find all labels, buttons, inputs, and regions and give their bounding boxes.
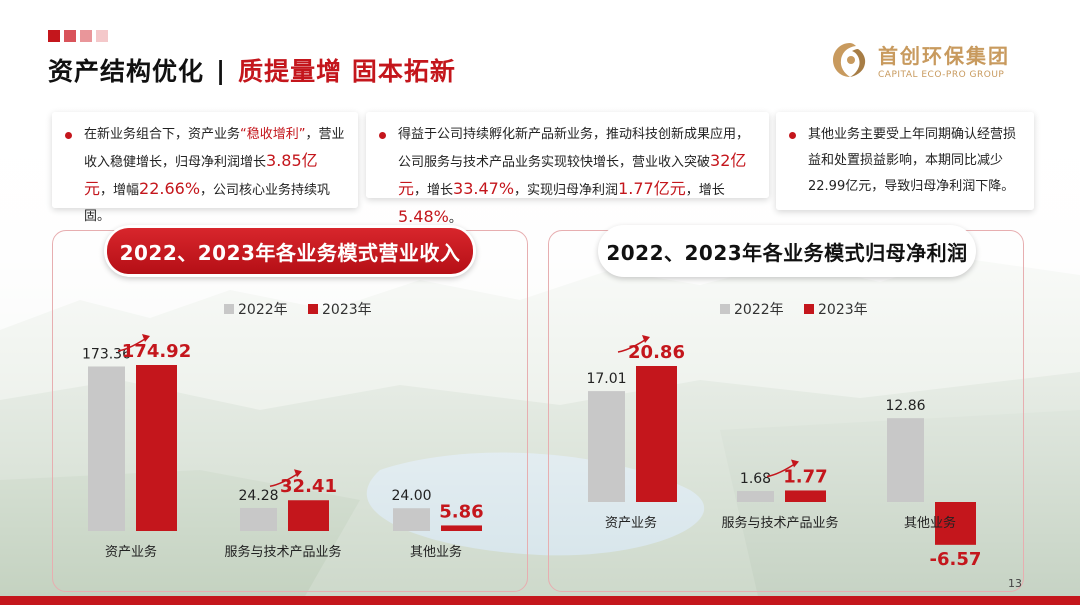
legend-label: 2023年: [322, 302, 372, 318]
bar-2022: [393, 508, 430, 531]
growth-arrow-head: [791, 459, 799, 468]
category-label: 资产业务: [105, 544, 157, 560]
note-segment: ，增幅: [100, 183, 140, 198]
bottom-accent-bar: [0, 596, 1080, 605]
note-segment: 32亿元: [398, 151, 747, 198]
revenue-chart-title: 2022、2023年各业务模式营业收入: [107, 228, 473, 274]
data-label: 24.00: [391, 488, 431, 504]
note-text: 其他业务主要受上年同期确认经营损益和处置损益影响，本期同比减少22.99亿元，导…: [808, 122, 1022, 200]
legend-label: 2023年: [818, 302, 868, 318]
data-label: 20.86: [628, 342, 685, 363]
deco-square: [48, 30, 60, 42]
note-segment: 3.85亿元: [84, 151, 318, 198]
note-segment: 33.47%: [453, 179, 515, 198]
logo-name-en: CAPITAL ECO-PRO GROUP: [878, 70, 1005, 80]
category-label: 服务与技术产品业务: [224, 544, 341, 560]
note-segment: “稳收增利”: [240, 127, 306, 142]
category-label: 其他业务: [410, 544, 462, 560]
data-label: -6.57: [930, 549, 982, 570]
bar-2022: [240, 507, 277, 531]
note-segment: 。: [448, 211, 462, 226]
legend-swatch: [224, 304, 234, 314]
bar-2022: [588, 391, 625, 502]
note-text: 在新业务组合下，资产业务“稳收增利”，营业收入稳健增长，归母净利润增长3.85亿…: [84, 122, 346, 230]
bullet-dot: [379, 132, 386, 139]
data-label: 12.86: [885, 398, 925, 414]
category-label: 资产业务: [605, 515, 657, 531]
legend-swatch: [720, 304, 730, 314]
logo-name-cn: 首创环保集团: [878, 44, 1010, 68]
note-segment: ，增长: [685, 183, 725, 198]
growth-arrow-head: [294, 469, 302, 478]
data-label: 1.68: [740, 471, 771, 487]
deco-square: [80, 30, 92, 42]
revenue-chart-title-badge: 2022、2023年各业务模式营业收入: [104, 225, 476, 277]
note-segment: 5.48%: [398, 207, 449, 226]
bar-2022: [887, 418, 924, 502]
legend-label: 2022年: [734, 302, 784, 318]
legend-swatch: [308, 304, 318, 314]
data-label: 32.41: [280, 476, 337, 497]
page-title: 资产结构优化 | 质提量增 固本拓新: [48, 52, 456, 88]
data-label: 5.86: [439, 501, 483, 522]
bullet-dot: [789, 132, 796, 139]
profit-chart-title-badge: 2022、2023年各业务模式归母净利润: [598, 225, 976, 277]
bar-2022: [737, 491, 774, 502]
growth-arrow-head: [642, 335, 650, 343]
note-segment: ，营业收入稳健增长，归母净利润增长: [84, 127, 345, 170]
company-logo: 首创环保集团 CAPITAL ECO-PRO GROUP: [830, 40, 1010, 80]
page-number: 13: [1008, 577, 1022, 590]
logo-mark-icon: [833, 43, 866, 77]
note-card-others: 其他业务主要受上年同期确认经营损益和处置损益影响，本期同比减少22.99亿元，导…: [776, 112, 1034, 210]
bullet-dot: [65, 132, 72, 139]
note-segment: ，增长: [414, 183, 454, 198]
bar-2023: [785, 490, 826, 502]
bar-2023: [636, 366, 677, 502]
note-segment: ，实现归母净利润: [514, 183, 619, 198]
decorative-squares: [48, 30, 108, 42]
data-label: 1.77: [783, 466, 827, 487]
data-label: 24.28: [238, 488, 278, 504]
note-segment: 其他业务主要受上年同期确认经营损益和处置损益影响，本期同比减少22.99亿元，导…: [808, 127, 1017, 194]
note-card-services: 得益于公司持续孵化新产品新业务，推动科技创新成果应用，公司服务与技术产品业务实现…: [366, 112, 769, 226]
deco-square: [96, 30, 108, 42]
note-card-assets: 在新业务组合下，资产业务“稳收增利”，营业收入稳健增长，归母净利润增长3.85亿…: [52, 112, 358, 224]
growth-arrow-head: [142, 334, 150, 342]
bar-2022: [88, 366, 125, 531]
bar-2023: [288, 500, 329, 531]
category-label: 服务与技术产品业务: [721, 515, 838, 531]
bar-2023: [441, 525, 482, 531]
page-header: 资产结构优化 | 质提量增 固本拓新 首创环保集团 CAPITAL ECO-PR…: [0, 0, 1080, 100]
category-label: 其他业务: [904, 515, 956, 531]
data-label: 17.01: [586, 371, 626, 387]
note-segment: 1.77亿元: [618, 179, 686, 198]
title-separator: |: [216, 55, 227, 85]
legend-swatch: [804, 304, 814, 314]
data-label: 174.92: [122, 341, 191, 362]
bar-2023: [935, 502, 976, 545]
bar-2023: [136, 365, 177, 531]
note-segment: ，公司核心业务持续巩固。: [84, 183, 331, 224]
note-segment: 在新业务组合下，资产业务: [84, 127, 241, 142]
note-segment: 22.66%: [139, 179, 201, 198]
note-text: 得益于公司持续孵化新产品新业务，推动科技创新成果应用，公司服务与技术产品业务实现…: [398, 122, 757, 232]
note-segment: 得益于公司持续孵化新产品新业务，推动科技创新成果应用，公司服务与技术产品业务实现…: [398, 127, 750, 170]
profit-chart-title: 2022、2023年各业务模式归母净利润: [601, 228, 973, 274]
title-part2: 质提量增 固本拓新: [238, 57, 456, 86]
title-part1: 资产结构优化: [48, 57, 205, 86]
deco-square: [64, 30, 76, 42]
legend-label: 2022年: [238, 302, 288, 318]
